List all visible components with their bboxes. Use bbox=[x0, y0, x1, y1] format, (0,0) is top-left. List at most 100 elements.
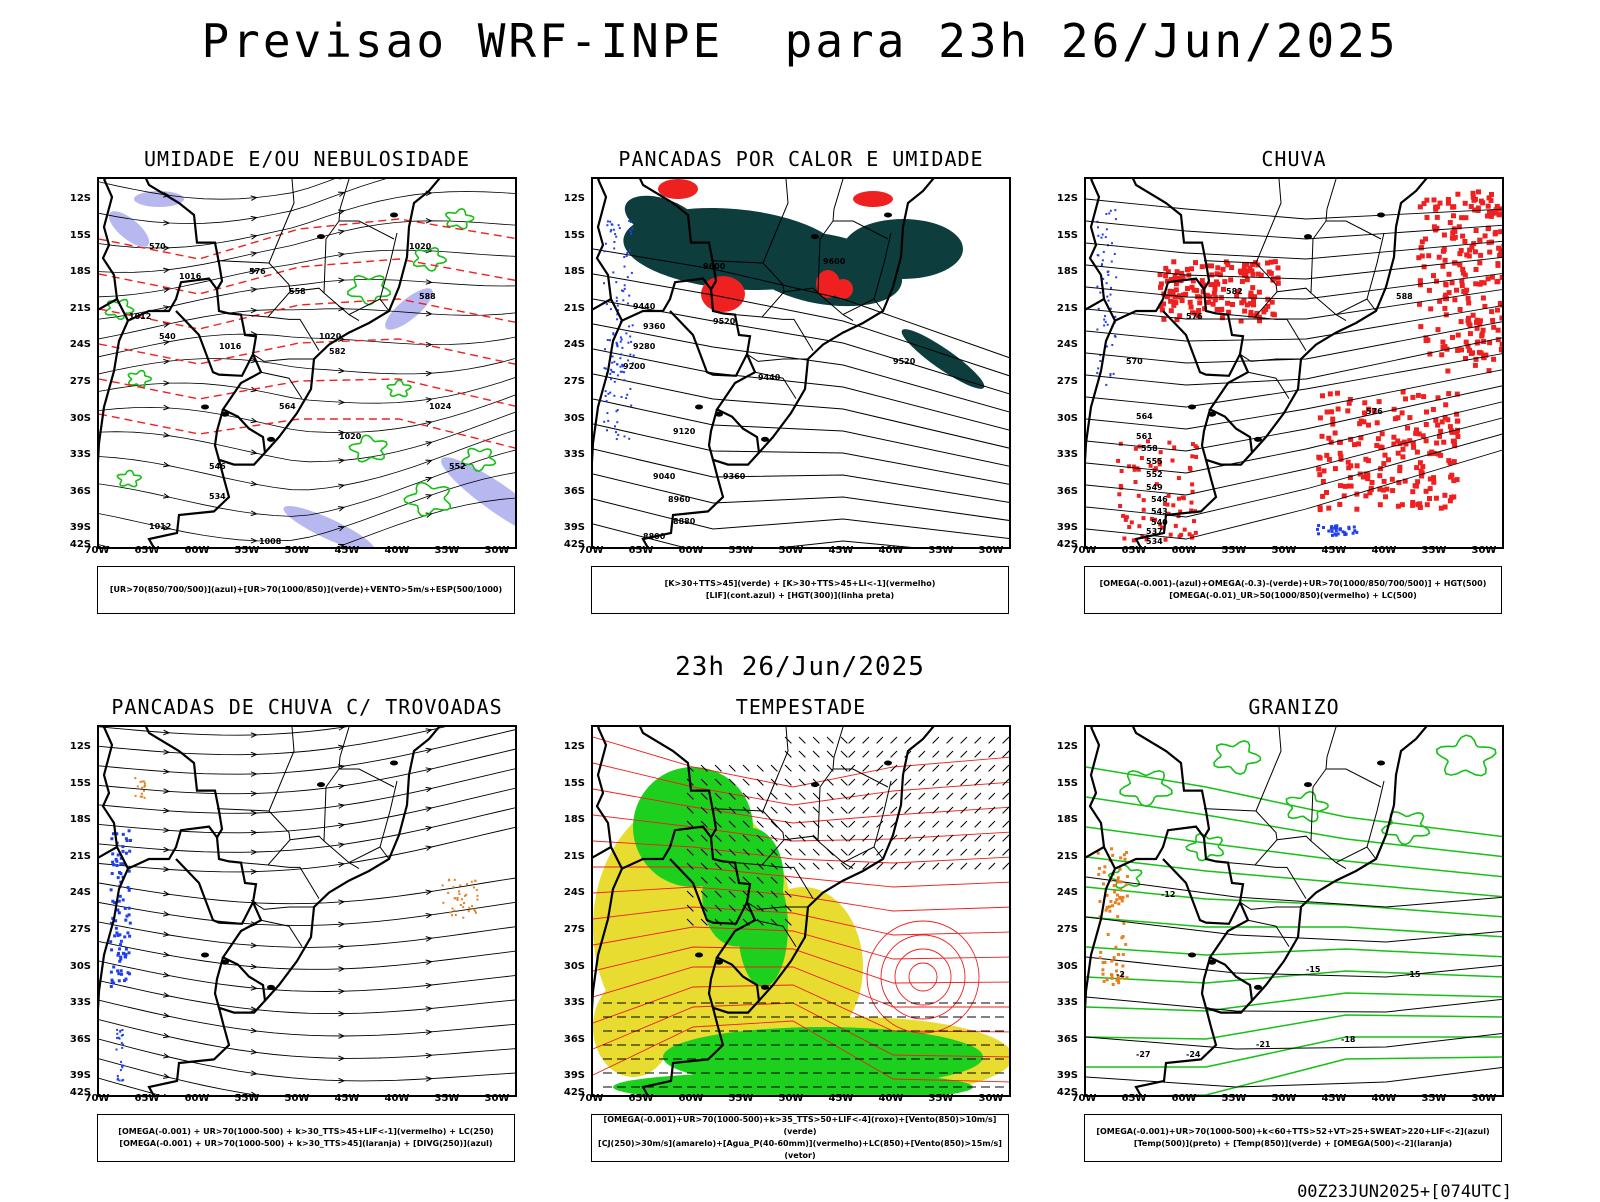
lif-blue-56 bbox=[607, 393, 609, 395]
omega500-orange-72 bbox=[1113, 884, 1116, 887]
chuva-2: 570 bbox=[1126, 357, 1143, 366]
lake-4 bbox=[390, 761, 398, 766]
omega500-orange-65 bbox=[1098, 867, 1101, 870]
omega-red-center-16 bbox=[1333, 431, 1338, 436]
lif-blue-119 bbox=[612, 332, 614, 334]
divg-blue-s-20 bbox=[117, 1075, 119, 1077]
omega-red-center-189 bbox=[1455, 434, 1460, 439]
divg-blue-s-19 bbox=[122, 1034, 124, 1036]
wind-vector bbox=[799, 793, 805, 799]
wind-vector bbox=[961, 751, 967, 757]
omega500-orange-11 bbox=[1102, 973, 1105, 976]
wind-vector bbox=[919, 779, 925, 785]
wind-vector bbox=[863, 793, 869, 799]
omega-red-center-99 bbox=[1400, 410, 1405, 415]
lif-blue-21 bbox=[610, 369, 612, 371]
lon-label: 35W bbox=[926, 1093, 956, 1104]
omega-red-center-54 bbox=[1362, 400, 1367, 405]
panel-title-granizo: GRANIZO bbox=[1034, 695, 1554, 719]
omega-red-east-61 bbox=[1463, 201, 1468, 206]
omega-red-north-2 bbox=[1211, 302, 1216, 307]
omega-red-center-106 bbox=[1410, 503, 1415, 508]
thunder-orange-31 bbox=[448, 879, 450, 881]
streamline-16 bbox=[99, 1039, 517, 1081]
lake-3 bbox=[715, 412, 723, 417]
omega-red-center-63 bbox=[1370, 480, 1375, 485]
divg-blue-66 bbox=[119, 872, 122, 875]
lif-blue-5 bbox=[616, 300, 618, 302]
omega-blue-47 bbox=[1103, 325, 1105, 327]
lat-label: 24S bbox=[1048, 887, 1078, 898]
wind-vector bbox=[1003, 821, 1009, 827]
omega-red-east-23 bbox=[1457, 262, 1462, 267]
wind-vector bbox=[877, 863, 883, 869]
omega-red-north-21 bbox=[1215, 265, 1220, 270]
divg-blue-53 bbox=[120, 969, 123, 972]
lon-label: 45W bbox=[332, 1093, 362, 1104]
lat-label: 27S bbox=[61, 924, 91, 935]
state-border-4 bbox=[1277, 836, 1346, 868]
omega-red-east-116 bbox=[1420, 254, 1425, 259]
divg-blue-s-18 bbox=[121, 1066, 123, 1068]
omega-red-north-108 bbox=[1272, 312, 1277, 317]
lon-label: 50W bbox=[282, 1093, 312, 1104]
omega-red-center-7 bbox=[1330, 417, 1335, 422]
wind-vector bbox=[933, 793, 939, 799]
cyclone-ring-3 bbox=[867, 921, 979, 1033]
wind-vector bbox=[841, 863, 847, 869]
omega500-orange-64 bbox=[1123, 853, 1126, 856]
wind-vector bbox=[961, 765, 967, 771]
wind-vector bbox=[975, 793, 981, 799]
lif-blue-31 bbox=[611, 362, 613, 364]
lake-1 bbox=[1254, 437, 1262, 442]
lif-blue-95 bbox=[610, 378, 612, 380]
state-border-7 bbox=[1336, 233, 1384, 315]
lake-0 bbox=[1188, 953, 1196, 958]
lif-blue-105 bbox=[612, 271, 614, 273]
omega-red-east-47 bbox=[1500, 342, 1504, 347]
lat-label: 12S bbox=[1048, 193, 1078, 204]
omega-red-east-182 bbox=[1489, 198, 1494, 203]
divg-blue-81 bbox=[111, 872, 114, 875]
wind-vector bbox=[729, 765, 735, 771]
wind-vector bbox=[975, 751, 981, 757]
divg-blue-42 bbox=[121, 845, 124, 848]
omega-red-east-99 bbox=[1499, 212, 1504, 217]
thunder-orange-32 bbox=[454, 898, 456, 900]
omega-red-east-203 bbox=[1503, 367, 1504, 372]
lif-blue-61 bbox=[616, 438, 618, 440]
country-border-5 bbox=[709, 409, 717, 459]
lake-1 bbox=[267, 437, 275, 442]
wind-vector bbox=[813, 793, 819, 799]
granizo-6: -27 bbox=[1136, 1050, 1150, 1059]
omega-red-center-167 bbox=[1413, 483, 1418, 488]
omega-red-east-137 bbox=[1481, 328, 1486, 333]
chuva-0: 582 bbox=[1226, 287, 1243, 296]
divg-blue-46 bbox=[126, 931, 129, 934]
omega-red-center-155 bbox=[1320, 434, 1325, 439]
li-red-2 bbox=[658, 179, 698, 199]
wind-vector bbox=[771, 793, 777, 799]
omega-red-north-114 bbox=[1249, 291, 1254, 296]
omega-blue-31 bbox=[1096, 329, 1098, 331]
wind-vector bbox=[905, 779, 911, 785]
lat-label: 39S bbox=[1048, 1070, 1078, 1081]
wind-vector bbox=[863, 779, 869, 785]
omega-blue-51 bbox=[1105, 321, 1107, 323]
lif-blue-97 bbox=[614, 233, 616, 235]
omega-red-center-180 bbox=[1424, 438, 1429, 443]
omega-red-east-219 bbox=[1473, 249, 1478, 254]
thunder-orange-18 bbox=[474, 910, 476, 912]
omega-blue-5 bbox=[1096, 372, 1098, 374]
lif-blue-33 bbox=[605, 243, 607, 245]
streamline-13 bbox=[99, 981, 517, 1014]
map-canvas-trovoadas bbox=[99, 727, 517, 1097]
state-border-4 bbox=[1277, 288, 1346, 320]
wind-vector bbox=[771, 807, 777, 813]
lif-blue-90 bbox=[605, 390, 607, 392]
lat-label: 39S bbox=[61, 1070, 91, 1081]
lif-blue-48 bbox=[629, 249, 631, 251]
lif-blue-27 bbox=[633, 355, 635, 357]
wind-vector bbox=[841, 765, 847, 771]
lon-label: 70W bbox=[1069, 1093, 1099, 1104]
